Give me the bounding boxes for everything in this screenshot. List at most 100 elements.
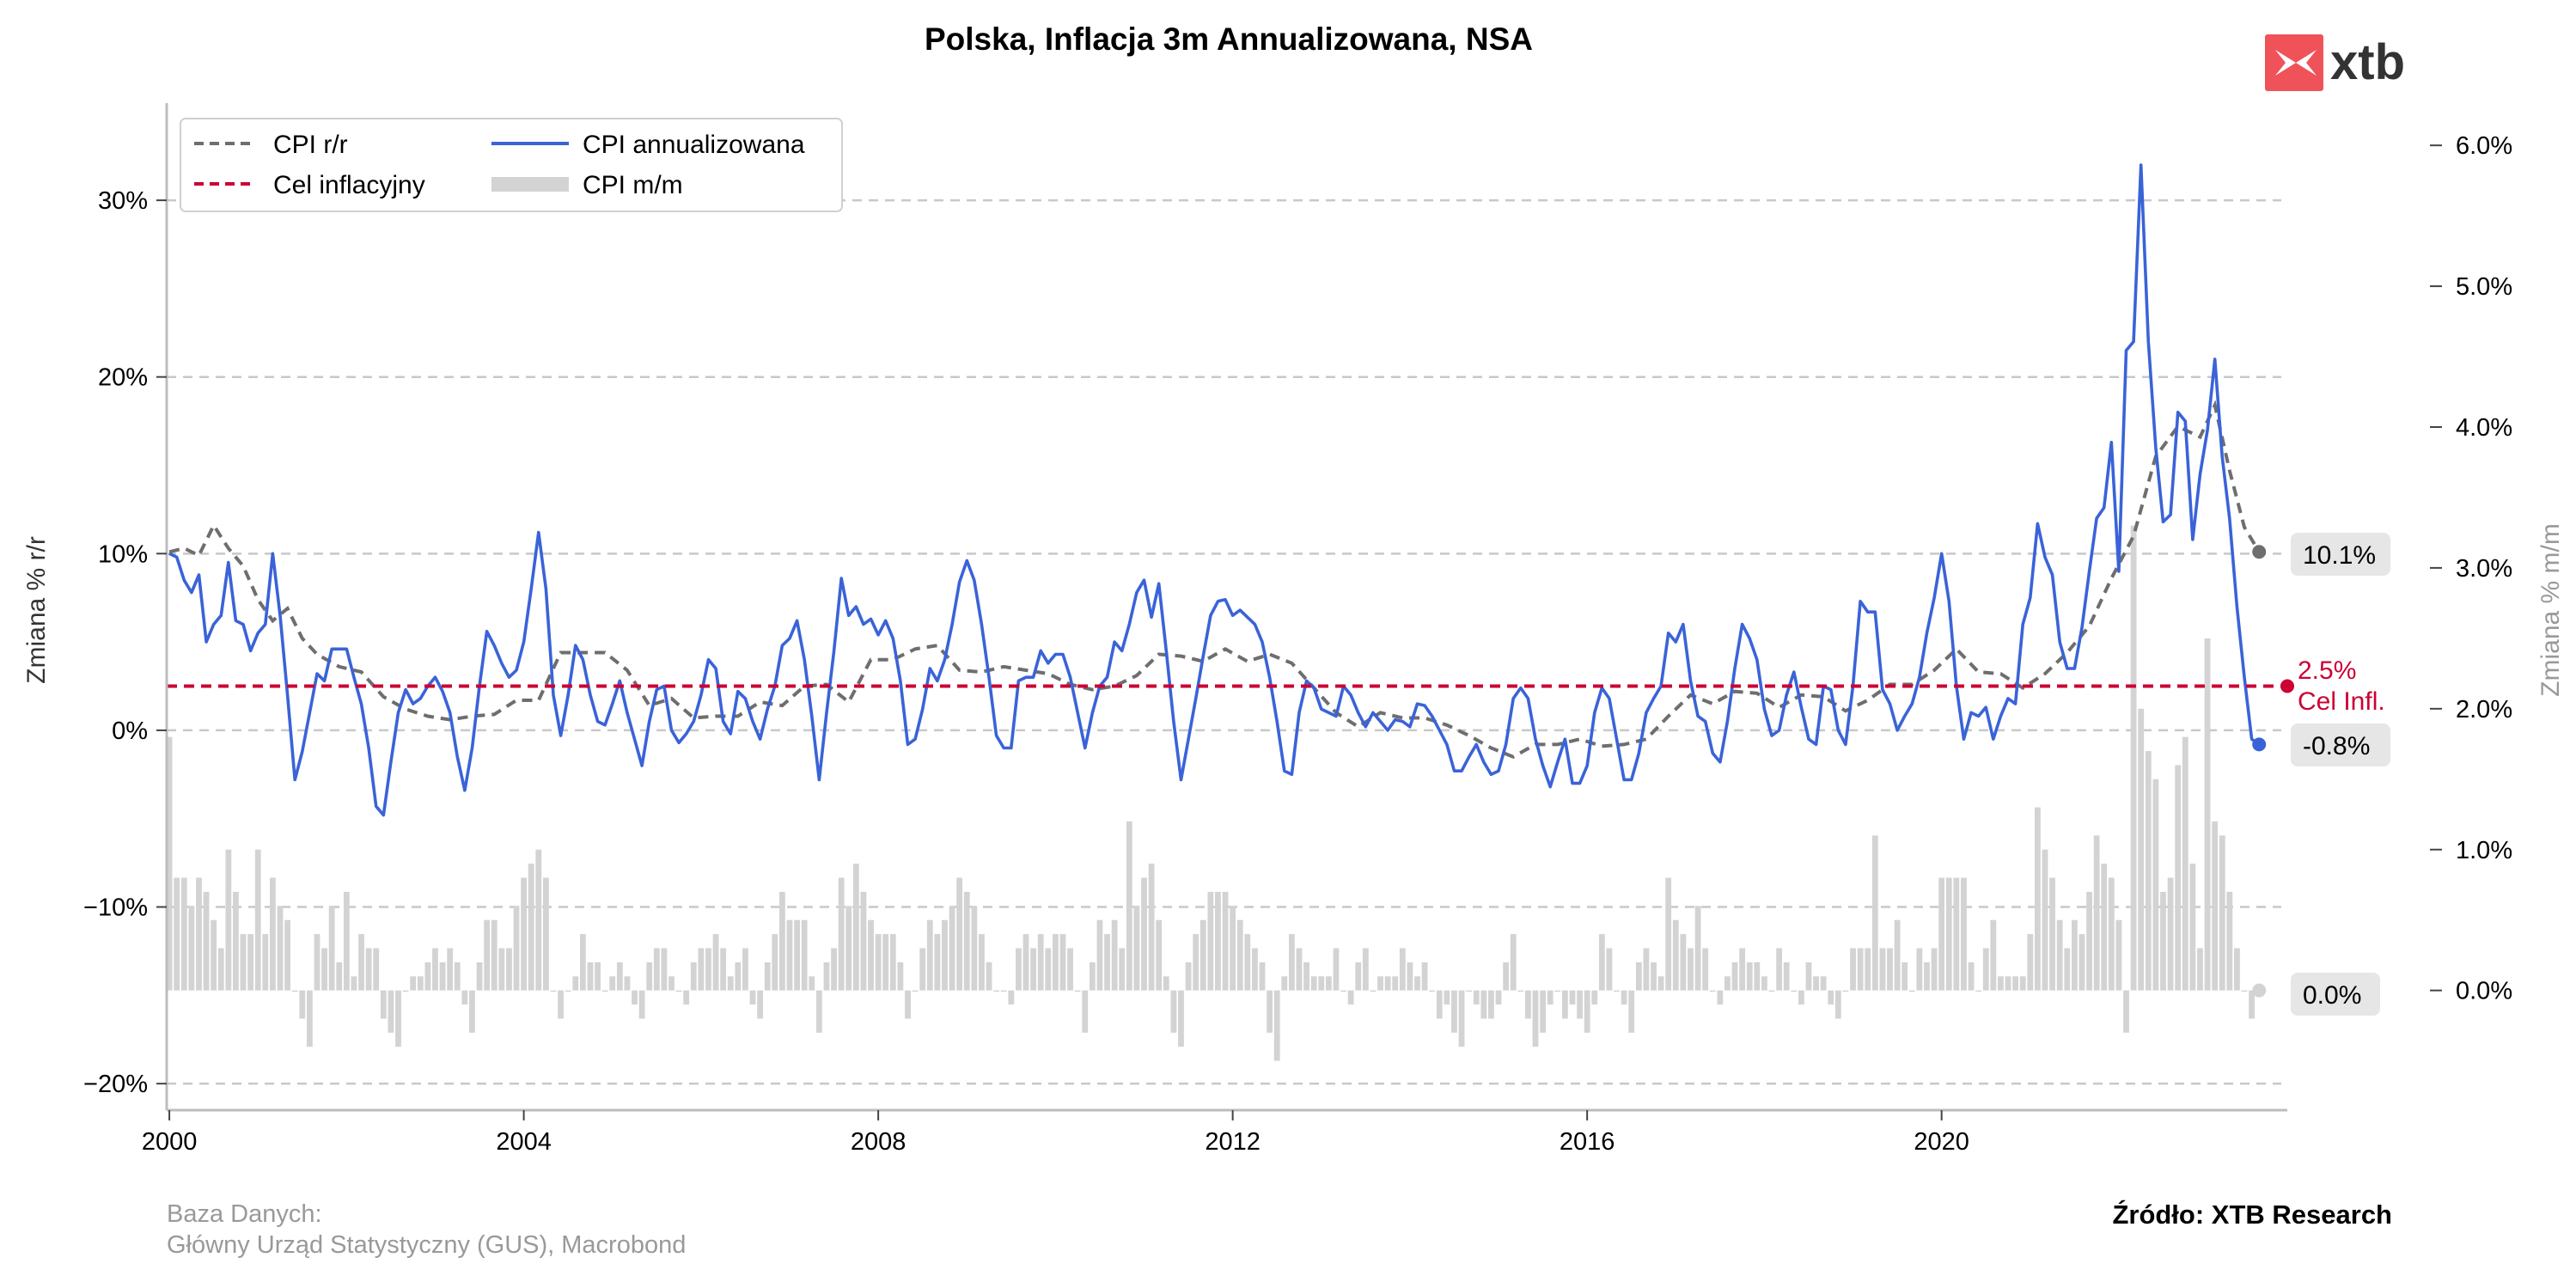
- mom-bar: [1355, 962, 1362, 991]
- mom-bar: [1495, 990, 1502, 1005]
- mom-bar: [889, 934, 896, 991]
- mom-bar: [971, 906, 978, 991]
- mom-bar: [1126, 821, 1132, 991]
- legend-label-cpi-mom: CPI m/m: [583, 171, 683, 199]
- mom-bar: [2167, 877, 2174, 991]
- mom-bar: [2034, 807, 2041, 991]
- mom-bar: [373, 948, 380, 991]
- mom-bar: [343, 891, 350, 991]
- mom-bar: [2138, 708, 2145, 991]
- mom-bar: [2249, 990, 2256, 1019]
- end-markers: [2252, 545, 2294, 998]
- mom-bar: [498, 948, 505, 991]
- mom-bar: [535, 849, 542, 991]
- mom-bar: [542, 877, 549, 991]
- mom-bar: [314, 934, 320, 991]
- mom-bar: [454, 962, 461, 991]
- mom-bar: [1672, 919, 1679, 991]
- end-label-cpi-yoy: 10.1%: [2303, 541, 2376, 570]
- mom-bar: [2042, 849, 2048, 991]
- mom-bar: [735, 962, 742, 991]
- mom-bar: [1783, 962, 1790, 991]
- mom-bar: [926, 919, 933, 991]
- mom-bar: [1924, 962, 1930, 991]
- mom-bar: [1296, 948, 1303, 991]
- mom-bar: [919, 948, 926, 991]
- mom-bar: [1961, 877, 1967, 991]
- mom-bar: [1791, 990, 1798, 992]
- mom-bar: [1865, 948, 1871, 991]
- y-left-tick-label: −20%: [83, 1071, 148, 1098]
- mom-bar: [550, 990, 557, 992]
- mom-bar: [1193, 934, 1199, 991]
- chart-title: Polska, Inflacja 3m Annualizowana, NSA: [925, 21, 1533, 57]
- mom-bar: [749, 990, 756, 1005]
- mom-bar: [646, 962, 653, 991]
- y-right-tick-label: 0.0%: [2456, 978, 2512, 1005]
- y-left-tick-label: 10%: [98, 540, 148, 568]
- mom-bar: [2234, 948, 2240, 991]
- y-right-tick-label: 1.0%: [2456, 837, 2512, 864]
- mom-bar: [284, 919, 290, 991]
- mom-bar: [979, 934, 985, 991]
- mom-bar: [2027, 934, 2034, 991]
- mom-bar: [424, 962, 431, 991]
- mom-bar: [1931, 948, 1938, 991]
- mom-bar: [1392, 976, 1399, 991]
- mom-bar: [484, 919, 491, 991]
- mom-bar: [786, 919, 793, 991]
- end-label-cpi-ann: -0.8%: [2303, 732, 2370, 760]
- y-right-tick-label: 3.0%: [2456, 555, 2512, 583]
- mom-bar: [609, 976, 616, 991]
- mom-bar: [1429, 990, 1436, 992]
- mom-bar: [1399, 948, 1406, 991]
- mom-bar: [1850, 948, 1856, 991]
- mom-bar: [601, 990, 608, 992]
- mom-bar: [779, 891, 785, 991]
- mom-bar: [638, 990, 645, 1019]
- end-label-box-cpi-yoy: [2291, 533, 2390, 576]
- mom-bar: [661, 948, 668, 991]
- end-label-box-cpi-ann: [2291, 723, 2390, 766]
- mom-bar: [1185, 962, 1192, 991]
- mom-bar: [1436, 990, 1443, 1019]
- mom-bar: [838, 877, 845, 991]
- mom-bar: [675, 990, 682, 992]
- mom-bar: [587, 962, 594, 991]
- mom-bar: [2219, 835, 2225, 991]
- mom-bar: [1082, 990, 1089, 1033]
- mom-bar: [1318, 976, 1325, 991]
- mom-bar: [565, 990, 571, 992]
- mom-bar: [934, 934, 941, 991]
- mom-bar: [365, 948, 372, 991]
- xtb-logo-text: xtb: [2330, 34, 2405, 90]
- mom-bar: [1569, 990, 1576, 1005]
- mom-bar: [402, 990, 409, 992]
- mom-bar: [388, 990, 394, 1033]
- mom-bar: [616, 962, 623, 991]
- mom-bar: [1016, 948, 1022, 991]
- mom-bar: [1887, 948, 1893, 991]
- mom-bar: [1030, 948, 1037, 991]
- mom-bar: [1067, 948, 1073, 991]
- mom-bar: [698, 948, 705, 991]
- mom-bar: [1008, 990, 1015, 1005]
- mom-bar: [1252, 948, 1258, 991]
- mom-bar: [1222, 891, 1229, 991]
- x-tick-label: 2000: [142, 1128, 198, 1156]
- end-marker-target: [2280, 679, 2294, 693]
- mom-bar: [624, 976, 631, 991]
- mom-bar: [380, 990, 387, 1019]
- mom-bar: [166, 736, 173, 991]
- mom-bar: [831, 948, 837, 991]
- mom-bar: [217, 948, 224, 991]
- mom-bar: [1591, 990, 1598, 1005]
- mom-bar: [1894, 919, 1901, 991]
- mom-bar: [1871, 835, 1878, 991]
- mom-bar: [1577, 990, 1583, 1019]
- mom-bar: [188, 906, 195, 991]
- mom-bar: [1303, 962, 1309, 991]
- mom-bar: [1547, 990, 1554, 1005]
- mom-bar: [1148, 864, 1155, 991]
- mom-bar: [1281, 976, 1288, 991]
